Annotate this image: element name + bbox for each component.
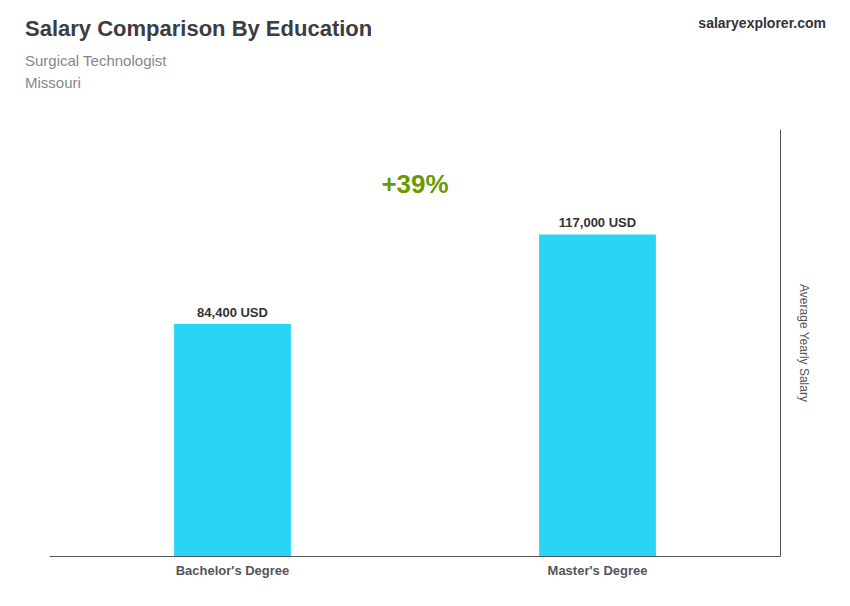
svg-text:Bachelor's Degree: Bachelor's Degree	[176, 563, 290, 578]
svg-text:salaryexplorer.com: salaryexplorer.com	[698, 15, 826, 31]
svg-text:Average Yearly Salary: Average Yearly Salary	[797, 284, 811, 402]
svg-text:Salary Comparison By Education: Salary Comparison By Education	[25, 16, 372, 41]
svg-text:84,400 USD: 84,400 USD	[197, 305, 268, 320]
svg-text:+39%: +39%	[381, 169, 448, 199]
svg-text:Master's Degree: Master's Degree	[548, 563, 648, 578]
svg-text:Surgical Technologist: Surgical Technologist	[25, 52, 167, 69]
svg-text:117,000 USD: 117,000 USD	[559, 215, 636, 230]
svg-text:Missouri: Missouri	[25, 74, 81, 91]
